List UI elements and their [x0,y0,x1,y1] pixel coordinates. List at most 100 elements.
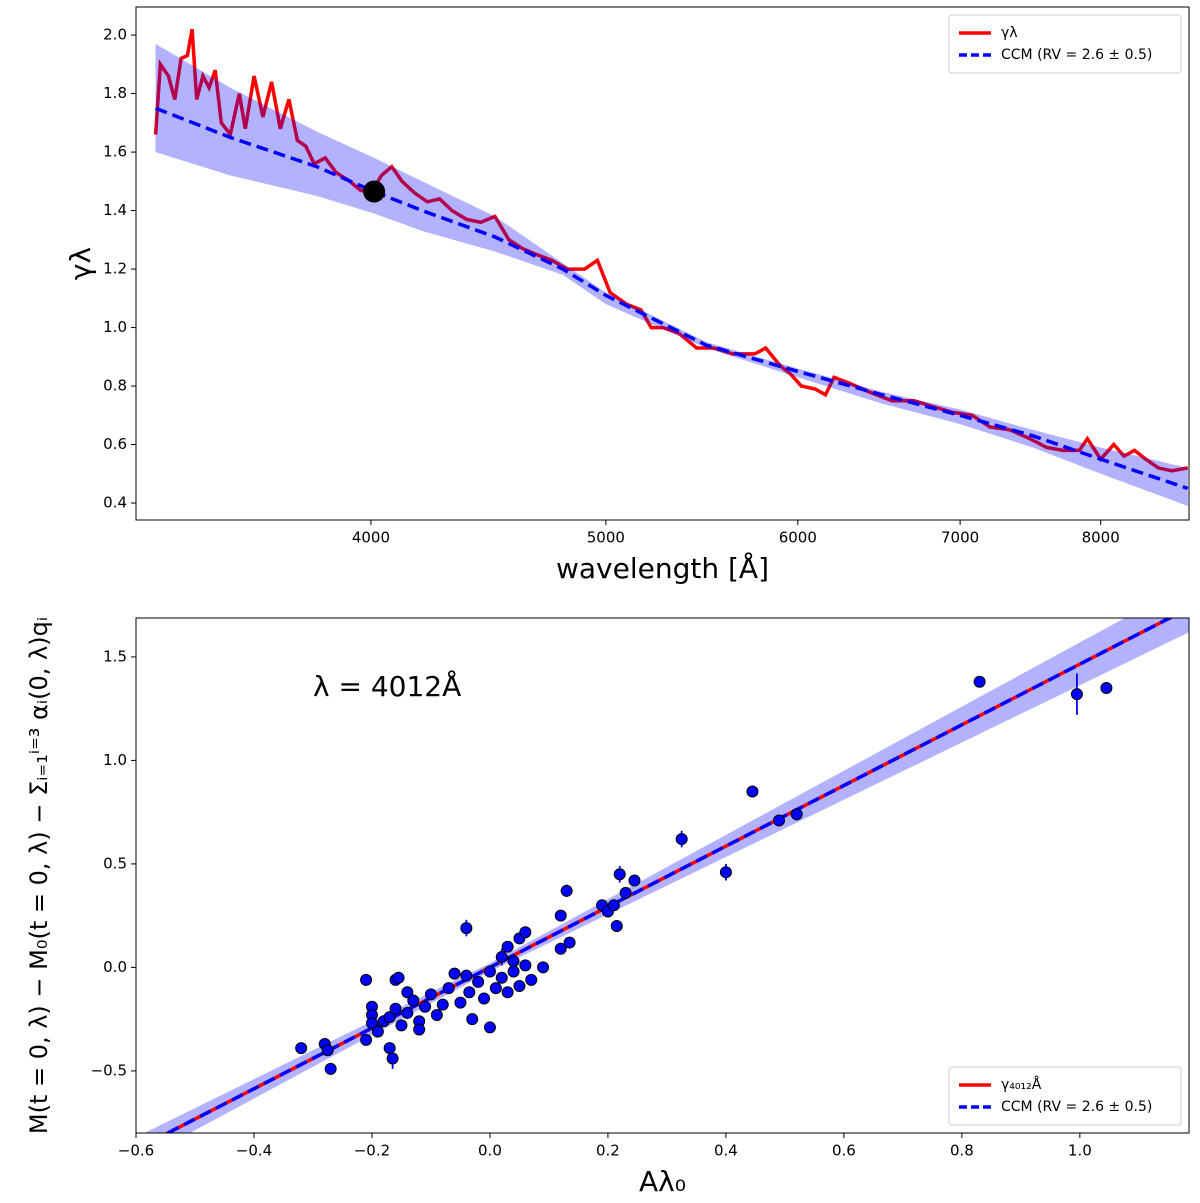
x-axis-label: wavelength [Å] [556,551,769,585]
point [324,1062,337,1075]
x-tick-label: 0.2 [596,1142,620,1160]
point [413,1023,426,1036]
point [472,975,485,988]
y-tick-label: 0.4 [103,494,127,512]
point [746,785,759,798]
point [507,965,520,978]
plot-area [144,618,1189,1133]
x-tick-label: 4000 [352,529,390,547]
y-tick-label: −0.5 [91,1061,127,1079]
plot-area [153,28,1189,506]
point [466,1013,479,1026]
point [360,973,373,986]
point [386,1052,399,1065]
point [454,996,467,1009]
x-axis-label: Aλ₀ [639,1165,686,1198]
x-tick-label: −0.2 [354,1142,390,1160]
point [371,1025,384,1038]
point [460,969,473,982]
point [610,920,623,933]
y-tick-label: 0.8 [103,377,127,395]
point [424,988,437,1001]
series-line [154,106,1189,491]
point [501,940,514,953]
axes-frame [135,6,1190,521]
y-tick-label: 1.0 [103,751,127,769]
point [501,986,514,999]
axes-frame [135,617,1190,1134]
annotation: λ = 4012Å [313,669,461,703]
x-tick-label: 8000 [1082,529,1120,547]
x-tick-label: 5000 [587,529,625,547]
legend-box [948,1066,1182,1126]
legend-box [948,14,1182,74]
point [401,1006,414,1019]
point [478,992,491,1005]
point [442,982,455,995]
y-tick-label: 1.4 [103,201,127,219]
point [554,909,567,922]
legend-label: γλ [1001,25,1018,41]
legend-label: γ₄₀₁₂Å [1001,1076,1042,1093]
x-tick-label: −0.4 [236,1142,272,1160]
point [436,998,449,1011]
x-tick-label: 0.6 [832,1142,856,1160]
point [392,971,405,984]
legend-label: CCM (RV = 2.6 ± 0.5) [1001,1099,1152,1115]
point [383,1011,396,1024]
legend-label: CCM (RV = 2.6 ± 0.5) [1001,47,1152,63]
point [519,959,532,972]
point [628,874,641,887]
point [554,942,567,955]
y-tick-label: 0.0 [103,958,127,976]
point [537,961,550,974]
x-tick-label: 6000 [779,529,817,547]
series-line [153,28,1189,473]
point [495,951,508,964]
confidence-band [155,43,1188,506]
point [395,1019,408,1032]
point [513,980,526,993]
point [607,899,620,912]
point [525,973,538,986]
y-tick-label: 1.6 [103,143,127,161]
point [619,886,632,899]
x-tick-label: 1.0 [1068,1142,1092,1160]
point [483,965,496,978]
y-tick-label: 2.0 [103,26,127,44]
point [519,926,532,939]
point [430,1009,443,1022]
point [407,994,420,1007]
point [419,1000,432,1013]
y-axis-label: M(t = 0, λ) − M₀(t = 0, λ) − Σᵢ₌₁ⁱ⁼³ αᵢ(… [25,617,53,1134]
y-tick-label: 1.0 [103,318,127,336]
point [360,1033,373,1046]
point [383,1042,396,1055]
series-line [164,618,1174,1133]
point [448,967,461,980]
y-tick-label: 1.8 [103,84,127,102]
point [507,955,520,968]
y-tick-label: 1.5 [103,647,127,665]
point [773,814,786,827]
y-tick-label: 0.5 [103,854,127,872]
point [460,922,473,935]
point [463,986,476,999]
point [495,971,508,984]
point [560,884,573,897]
point [1100,681,1113,694]
point [973,675,986,688]
point [719,866,732,879]
point [321,1044,334,1057]
point [389,1002,402,1015]
x-tick-label: 0.0 [478,1142,502,1160]
x-tick-label: −0.6 [118,1142,154,1160]
y-tick-label: 0.6 [103,435,127,453]
point [563,936,576,949]
point [613,868,626,881]
point [365,1017,378,1030]
x-tick-label: 0.8 [950,1142,974,1160]
point [401,986,414,999]
point [295,1042,308,1055]
